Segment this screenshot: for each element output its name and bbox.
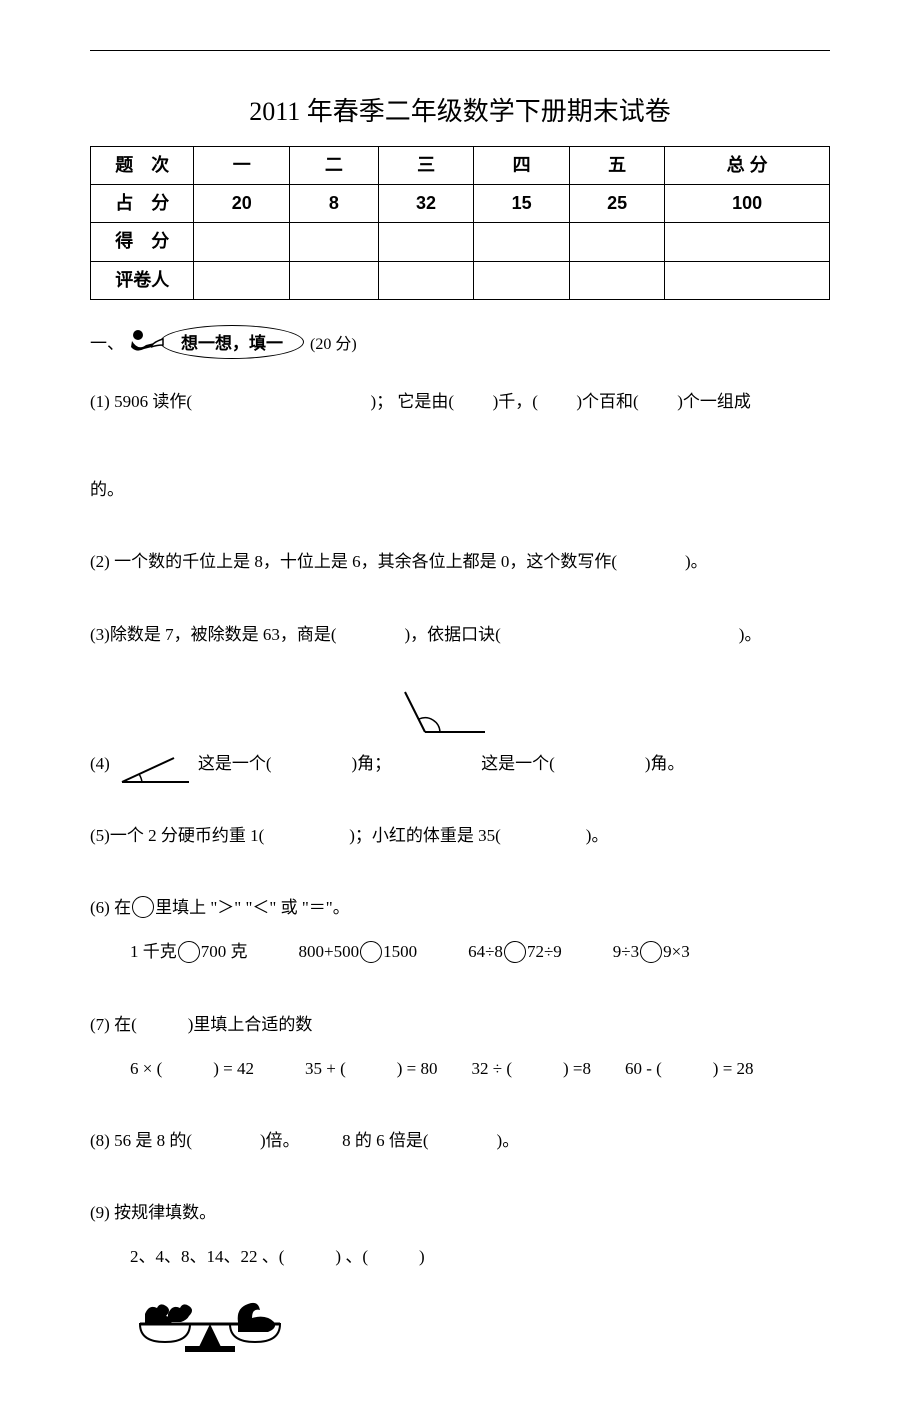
cell-header-total: 总 分 <box>665 147 830 185</box>
cell-score-1 <box>194 223 290 261</box>
q6-i3: 72÷9 9÷3 <box>527 942 639 961</box>
cell-header-1: 一 <box>194 147 290 185</box>
exam-page: 2011 年春季二年级数学下册期末试卷 题 次 一 二 三 四 五 总 分 占 … <box>0 0 920 1408</box>
cell-points-2: 8 <box>289 185 378 223</box>
q6-items: 1 千克 700 克 800+500 1500 64÷8 72÷9 9÷3 9×3 <box>90 930 830 974</box>
q6-i2: 1500 64÷8 <box>383 942 503 961</box>
q9-head: (9) 按规律填数。 <box>90 1203 216 1222</box>
cell-points-label: 占 分 <box>91 185 194 223</box>
cell-header-2: 二 <box>289 147 378 185</box>
q4-e: )角。 <box>645 742 685 786</box>
question-7: (7) 在( )里填上合适的数 6 × ( ) = 42 35 + ( ) = … <box>90 1003 830 1091</box>
q6-head: (6) 在 <box>90 898 131 917</box>
balance-scale-icon <box>120 1284 300 1354</box>
score-table: 题 次 一 二 三 四 五 总 分 占 分 20 8 32 15 25 100 … <box>90 146 830 300</box>
circle-blank-icon <box>640 941 662 963</box>
question-9: (9) 按规律填数。 2、4、8、14、22 、( ) 、( ) <box>90 1191 830 1353</box>
question-2: (2) 一个数的千位上是 8，十位上是 6，其余各位上都是 0，这个数写作( )… <box>90 540 830 584</box>
cell-grader-total <box>665 261 830 299</box>
q1-part-b: )； 它是由( <box>370 392 454 411</box>
circle-blank-icon <box>178 941 200 963</box>
cell-score-2 <box>289 223 378 261</box>
cell-grader-2 <box>289 261 378 299</box>
q9-seq: 2、4、8、14、22 、( ) 、( ) <box>90 1235 830 1279</box>
q1-part-c: )千，( <box>493 392 538 411</box>
q6-i1: 700 克 800+500 <box>201 942 359 961</box>
cell-score-label: 得 分 <box>91 223 194 261</box>
acute-angle-icon <box>114 754 194 786</box>
section-1-header: 一、 想一想，填一 (20 分) <box>90 322 830 362</box>
q6-i0: 1 千克 <box>130 942 177 961</box>
cell-score-3 <box>378 223 474 261</box>
q4-b: 这是一个( <box>198 742 272 786</box>
cell-grader-4 <box>474 261 570 299</box>
q1-part-d: )个百和( <box>576 392 638 411</box>
cell-points-4: 15 <box>474 185 570 223</box>
q1-suffix: 的。 <box>90 480 124 499</box>
page-title: 2011 年春季二年级数学下册期末试卷 <box>90 91 830 128</box>
cell-points-total: 100 <box>665 185 830 223</box>
speech-tail-icon <box>151 335 165 349</box>
q7-head: (7) 在( )里填上合适的数 <box>90 1015 312 1034</box>
cell-points-5: 25 <box>569 185 665 223</box>
question-6: (6) 在 里填上 "＞" "＜" 或 "＝"。 1 千克 700 克 800+50… <box>90 886 830 974</box>
table-row-grader: 评卷人 <box>91 261 830 299</box>
circle-blank-icon <box>360 941 382 963</box>
cell-header-4: 四 <box>474 147 570 185</box>
circle-blank-icon <box>504 941 526 963</box>
cell-grader-3 <box>378 261 474 299</box>
q1-part-e: )个一组成 <box>677 392 751 411</box>
cell-points-1: 20 <box>194 185 290 223</box>
q4-c: )角； <box>352 742 392 786</box>
section-1-number: 一、 <box>90 329 124 354</box>
cell-score-5 <box>569 223 665 261</box>
cell-score-total <box>665 223 830 261</box>
cell-grader-5 <box>569 261 665 299</box>
q6-tail: 里填上 "＞" "＜" 或 "＝"。 <box>155 898 350 917</box>
cell-header-3: 三 <box>378 147 474 185</box>
question-5: (5)一个 2 分硬币约重 1( )；小红的体重是 35( )。 <box>90 814 830 858</box>
question-8: (8) 56 是 8 的( )倍。 8 的 6 倍是( )。 <box>90 1119 830 1163</box>
question-1: (1) 5906 读作( )； 它是由( )千，( )个百和( )个一组成 的。 <box>90 380 830 513</box>
q6-i4: 9×3 <box>663 942 690 961</box>
top-rule <box>90 50 830 51</box>
q4-d: 这是一个( <box>481 742 555 786</box>
cell-score-4 <box>474 223 570 261</box>
table-row-points: 占 分 20 8 32 15 25 100 <box>91 185 830 223</box>
cell-header-5: 五 <box>569 147 665 185</box>
q4-a: (4) <box>90 742 110 786</box>
q7-line: 6 × ( ) = 42 35 + ( ) = 80 32 ÷ ( ) =8 6… <box>90 1047 830 1091</box>
obtuse-angle-icon <box>400 687 490 737</box>
table-row-header: 题 次 一 二 三 四 五 总 分 <box>91 147 830 185</box>
cell-points-3: 32 <box>378 185 474 223</box>
table-row-score: 得 分 <box>91 223 830 261</box>
circle-blank-icon <box>132 896 154 918</box>
speech-bubble: 想一想，填一 <box>160 325 304 359</box>
question-4: (4) 这是一个( )角； 这是一个( )角。 <box>90 685 830 786</box>
bubble-text: 想一想，填一 <box>181 329 283 354</box>
question-3: (3)除数是 7，被除数是 63，商是( )，依据口诀( )。 <box>90 613 830 657</box>
q1-part-a: (1) 5906 读作( <box>90 392 192 411</box>
cell-grader-label: 评卷人 <box>91 261 194 299</box>
cell-grader-1 <box>194 261 290 299</box>
cell-header-label: 题 次 <box>91 147 194 185</box>
section-1-points: (20 分) <box>310 330 357 354</box>
